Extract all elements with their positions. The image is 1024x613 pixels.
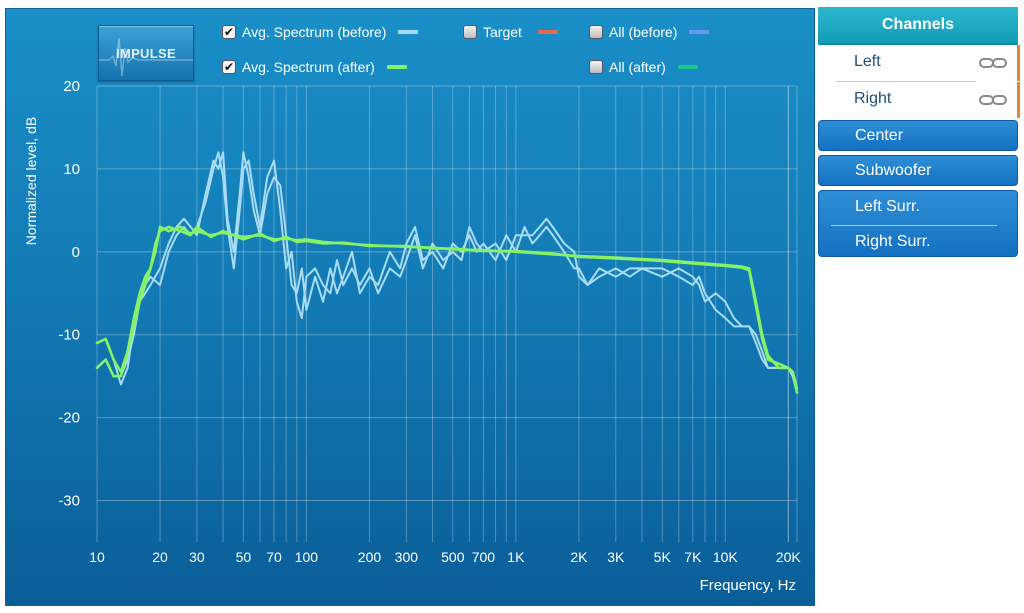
legend-label: Target bbox=[483, 24, 522, 40]
avg-spectrum-before-checkbox[interactable]: ✔ bbox=[222, 25, 236, 39]
target-swatch bbox=[537, 30, 558, 34]
legend-all-before[interactable]: All (before) bbox=[589, 24, 710, 40]
x-tick-label: 7K bbox=[684, 549, 702, 565]
target-checkbox[interactable] bbox=[463, 25, 477, 39]
channel-label: Left bbox=[854, 53, 881, 70]
x-tick-label: 1K bbox=[507, 549, 525, 565]
avg-spectrum-after-swatch bbox=[386, 65, 407, 69]
channel-label: Center bbox=[855, 127, 904, 144]
series-line bbox=[95, 225, 799, 390]
channel-surround-group[interactable]: Left Surr. Right Surr. bbox=[818, 190, 1018, 257]
avg-spectrum-after-checkbox[interactable]: ✔ bbox=[222, 60, 236, 74]
channel-divider bbox=[836, 81, 976, 82]
frequency-response-chart-panel: 10 20 30 50 70 100 200 300 500 700 1K 2K 3K 5K 7K 10K 20… bbox=[5, 8, 815, 606]
legend-all-after[interactable]: All (after) bbox=[589, 59, 698, 75]
series-line bbox=[96, 151, 798, 394]
x-tick-label: 10 bbox=[89, 549, 105, 565]
all-before-swatch bbox=[689, 30, 710, 34]
link-icon[interactable] bbox=[979, 94, 1007, 106]
x-tick-label: 20K bbox=[776, 549, 802, 565]
link-icon[interactable] bbox=[979, 57, 1007, 69]
all-before-checkbox[interactable] bbox=[589, 25, 603, 39]
channel-label: Subwoofer bbox=[855, 162, 932, 179]
x-tick-label: 10K bbox=[713, 549, 739, 565]
x-tick-label: 100 bbox=[295, 549, 319, 565]
x-tick-label: 5K bbox=[654, 549, 672, 565]
x-axis-title: Frequency, Hz bbox=[700, 577, 796, 594]
x-tick-label: 70 bbox=[266, 549, 282, 565]
x-tick-label: 300 bbox=[395, 549, 419, 565]
y-tick-label: 20 bbox=[63, 78, 80, 95]
y-axis-title: Normalized level, dB bbox=[23, 117, 39, 245]
waveform-icon bbox=[99, 37, 193, 77]
x-tick-label: 3K bbox=[607, 549, 625, 565]
channels-header: Channels bbox=[818, 7, 1018, 45]
impulse-button[interactable]: IMPULSE bbox=[98, 25, 194, 81]
legend-avg-spectrum-after[interactable]: ✔ Avg. Spectrum (after) bbox=[222, 59, 407, 75]
channel-left-surr-label[interactable]: Left Surr. bbox=[855, 198, 920, 215]
impulse-button-label: IMPULSE bbox=[116, 45, 176, 61]
channel-center-button[interactable]: Center bbox=[818, 120, 1018, 151]
channel-divider bbox=[831, 225, 997, 226]
x-tick-label: 30 bbox=[189, 549, 205, 565]
series-line bbox=[96, 151, 798, 394]
x-tick-label: 50 bbox=[236, 549, 252, 565]
x-tick-label: 20 bbox=[152, 549, 168, 565]
all-after-checkbox[interactable] bbox=[589, 60, 603, 74]
channel-subwoofer-button[interactable]: Subwoofer bbox=[818, 155, 1018, 186]
x-tick-label: 2K bbox=[570, 549, 588, 565]
frequency-response-chart: 10 20 30 50 70 100 200 300 500 700 1K 2K 3K 5K 7K 10K 20… bbox=[23, 78, 802, 594]
legend-label: All (before) bbox=[609, 24, 678, 40]
x-tick-label: 200 bbox=[358, 549, 382, 565]
y-tick-label: 10 bbox=[63, 161, 80, 178]
y-tick-label: -10 bbox=[58, 327, 80, 344]
channel-left[interactable]: Left bbox=[818, 45, 1020, 81]
legend-label: Avg. Spectrum (before) bbox=[242, 24, 387, 40]
all-after-swatch bbox=[677, 65, 698, 69]
legend-label: All (after) bbox=[609, 59, 666, 75]
channel-right[interactable]: Right bbox=[818, 82, 1020, 118]
x-tick-label: 500 bbox=[441, 549, 465, 565]
y-tick-label: -20 bbox=[58, 410, 80, 427]
avg-spectrum-before-swatch bbox=[398, 30, 419, 34]
channel-right-surr-label[interactable]: Right Surr. bbox=[855, 233, 931, 250]
y-tick-label: 0 bbox=[72, 244, 80, 261]
legend-label: Avg. Spectrum (after) bbox=[242, 59, 375, 75]
channel-label: Right bbox=[854, 90, 892, 107]
legend-target[interactable]: Target bbox=[463, 24, 558, 40]
x-tick-label: 700 bbox=[472, 549, 496, 565]
y-tick-label: -30 bbox=[58, 493, 80, 510]
legend-avg-spectrum-before[interactable]: ✔ Avg. Spectrum (before) bbox=[222, 24, 419, 40]
